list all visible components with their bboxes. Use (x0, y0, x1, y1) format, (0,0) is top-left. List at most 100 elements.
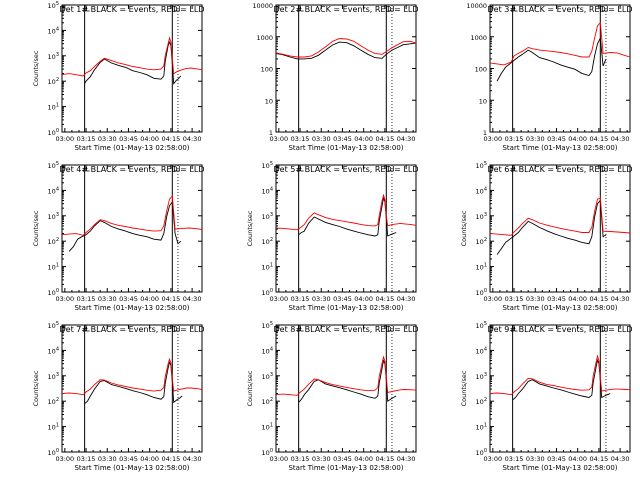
lld-series-line (489, 354, 631, 396)
y-tick-label: 104 (48, 346, 59, 355)
end-flag-glyph (387, 326, 394, 332)
y-tick-label: 101 (48, 103, 59, 112)
x-tick-label: 03:00 (483, 135, 502, 143)
y-tick-label: 102 (476, 237, 487, 246)
x-tick-label: 03:00 (55, 135, 74, 143)
y-tick-label: 102 (48, 397, 59, 406)
x-tick-label: 03:15 (77, 455, 96, 463)
x-tick-label: 03:15 (291, 295, 310, 303)
plot-frame (61, 324, 203, 453)
y-tick-label: 103 (476, 212, 487, 221)
y-tick-label: 10000 (466, 2, 487, 10)
start-flag-glyph (514, 7, 518, 12)
y-tick-label: 103 (476, 372, 487, 381)
y-tick-label: 101 (48, 263, 59, 272)
x-tick-label: 04:30 (397, 295, 416, 303)
lld-series-line (275, 38, 417, 58)
y-tick-label: 104 (262, 186, 273, 195)
y-tick-label: 1000 (470, 34, 487, 42)
events-series-line (275, 41, 417, 60)
x-tick-label: 04:15 (376, 295, 395, 303)
x-tick-label: 04:15 (376, 135, 395, 143)
plot-frame (489, 324, 631, 453)
x-tick-label: 04:30 (397, 455, 416, 463)
y-tick-label: 104 (48, 26, 59, 35)
x-tick-label: 03:30 (526, 135, 545, 143)
end-flag-glyph (173, 6, 180, 12)
x-tick-label: 04:30 (611, 295, 630, 303)
x-tick-label: 03:45 (119, 135, 138, 143)
x-tick-label: 04:00 (140, 295, 159, 303)
x-tick-label: 04:00 (354, 135, 373, 143)
x-axis-label: Start Time (01-May-13 02:58:00) (74, 144, 189, 152)
x-tick-label: 03:00 (269, 135, 288, 143)
x-tick-label: 03:30 (98, 295, 117, 303)
x-tick-label: 04:00 (140, 455, 159, 463)
y-tick-label: 103 (48, 212, 59, 221)
y-tick-label: 103 (48, 372, 59, 381)
y-tick-label: 105 (262, 161, 273, 170)
y-tick-label: 103 (48, 52, 59, 61)
start-flag-glyph (86, 167, 90, 172)
x-tick-label: 04:15 (376, 455, 395, 463)
plot-frame (275, 164, 417, 293)
plot-frame (489, 164, 631, 293)
start-flag-glyph (86, 7, 90, 12)
y-tick-label: 105 (48, 1, 59, 10)
y-axis-label: Counts/sec (460, 370, 468, 406)
y-tick-label: 10000 (252, 2, 273, 10)
plot-frame (275, 324, 417, 453)
x-tick-label: 03:00 (55, 455, 74, 463)
y-tick-label: 100 (262, 448, 273, 457)
plot-frame (61, 164, 203, 293)
y-tick-label: 100 (475, 66, 487, 74)
y-tick-label: 1 (483, 129, 487, 137)
x-tick-label: 03:15 (291, 135, 310, 143)
x-tick-label: 03:15 (77, 295, 96, 303)
x-tick-label: 03:45 (119, 295, 138, 303)
x-tick-label: 04:00 (354, 295, 373, 303)
x-tick-label: 03:45 (333, 295, 352, 303)
y-tick-label: 10 (479, 97, 487, 105)
x-tick-label: 03:45 (547, 135, 566, 143)
x-tick-label: 03:30 (98, 135, 117, 143)
x-tick-label: 03:45 (333, 455, 352, 463)
y-tick-label: 100 (48, 448, 59, 457)
plot-frame (489, 4, 631, 133)
y-tick-label: 101 (262, 423, 273, 432)
y-axis-label: Counts/sec (460, 210, 468, 246)
y-tick-label: 102 (262, 237, 273, 246)
y-tick-label: 101 (476, 423, 487, 432)
x-tick-label: 03:15 (77, 135, 96, 143)
y-tick-label: 102 (48, 237, 59, 246)
x-tick-label: 03:30 (98, 455, 117, 463)
x-tick-label: 03:45 (547, 295, 566, 303)
panel-title: Det 2# BLACK = Events, RED = LLD (274, 5, 419, 14)
x-tick-label: 03:45 (333, 135, 352, 143)
x-tick-label: 03:45 (119, 455, 138, 463)
start-flag-glyph (300, 7, 304, 12)
x-tick-label: 04:30 (183, 135, 202, 143)
y-tick-label: 105 (476, 321, 487, 330)
x-tick-label: 03:00 (483, 455, 502, 463)
y-tick-label: 101 (476, 263, 487, 272)
panel-title: Det 3# BLACK = Events, RED = LLD (488, 5, 633, 14)
panel-title: Det 7# BLACK = Events, RED = LLD (60, 325, 205, 334)
panel-title: Det 1# BLACK = Events, RED = LLD (60, 5, 205, 14)
x-tick-label: 04:30 (611, 135, 630, 143)
y-tick-label: 101 (48, 423, 59, 432)
x-tick-label: 04:30 (183, 295, 202, 303)
y-tick-label: 101 (262, 263, 273, 272)
x-tick-label: 03:15 (505, 135, 524, 143)
x-tick-label: 03:00 (483, 295, 502, 303)
lld-series-line (489, 21, 631, 66)
x-axis-label: Start Time (01-May-13 02:58:00) (502, 464, 617, 472)
x-tick-label: 03:00 (55, 295, 74, 303)
x-axis-label: Start Time (01-May-13 02:58:00) (502, 144, 617, 152)
y-tick-label: 105 (476, 161, 487, 170)
